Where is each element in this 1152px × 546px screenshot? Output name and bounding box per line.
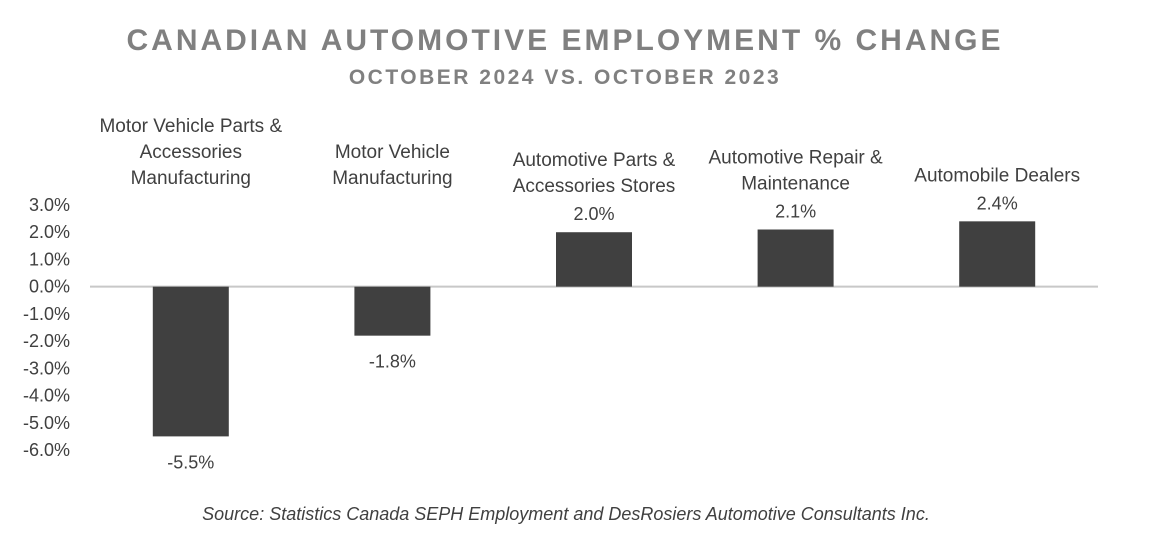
category-labels: Motor Vehicle Parts & Accessories Manufact… [99, 116, 1080, 197]
bar [152, 286, 229, 437]
category-label: Motor Vehicle Manufacturing [332, 142, 452, 189]
category-label-line: Accessories [140, 142, 242, 163]
y-tick-label: 2.0% [29, 222, 70, 242]
y-tick-label: -3.0% [23, 358, 70, 378]
category-label-line: Manufacturing [332, 168, 452, 189]
category-label-line: Manufacturing [131, 168, 251, 189]
bar [959, 221, 1036, 287]
category-label-line: Maintenance [741, 174, 850, 195]
y-tick-label: -4.0% [23, 386, 70, 406]
y-axis-ticks: 3.0% 2.0% 1.0% 0.0% -1.0% -2.0% -3.0% -4.0% -5.0… [23, 195, 70, 460]
category-label-line: Accessories Stores [513, 176, 676, 197]
category-label: Automotive Repair & Maintenance [708, 148, 883, 195]
category-label-line: Automotive Repair & [708, 148, 883, 169]
y-tick-label: -5.0% [23, 413, 70, 433]
bars [152, 221, 1036, 437]
category-label: Motor Vehicle Parts & Accessories Manufact… [99, 116, 282, 189]
y-tick-label: -6.0% [23, 440, 70, 460]
chart-subtitle: OCTOBER 2024 VS. OCTOBER 2023 [349, 66, 781, 89]
category-label-line: Motor Vehicle [335, 142, 450, 163]
category-label: Automotive Parts & Accessories Stores [513, 150, 676, 197]
bar [757, 229, 834, 287]
bar [354, 286, 431, 336]
y-tick-label: 3.0% [29, 195, 70, 215]
data-label: 2.4% [977, 193, 1018, 213]
y-tick-label: 0.0% [29, 277, 70, 297]
category-label-line: Motor Vehicle Parts & [99, 116, 282, 137]
data-label: 2.1% [775, 202, 816, 222]
y-tick-label: -2.0% [23, 331, 70, 351]
y-tick-label: 1.0% [29, 249, 70, 269]
source-note: Source: Statistics Canada SEPH Employmen… [202, 504, 930, 524]
bar [556, 232, 632, 287]
category-label-line: Automobile Dealers [914, 165, 1080, 186]
data-label: -5.5% [167, 452, 214, 472]
data-label: -1.8% [369, 352, 416, 372]
data-labels: -5.5% -1.8% 2.0% 2.1% 2.4% [167, 193, 1017, 472]
category-label-line: Automotive Parts & [513, 150, 676, 171]
y-tick-label: -1.0% [23, 304, 70, 324]
data-label: 2.0% [573, 204, 614, 224]
chart-title: CANADIAN AUTOMOTIVE EMPLOYMENT % CHANGE [126, 24, 1003, 57]
category-label: Automobile Dealers [914, 165, 1080, 186]
